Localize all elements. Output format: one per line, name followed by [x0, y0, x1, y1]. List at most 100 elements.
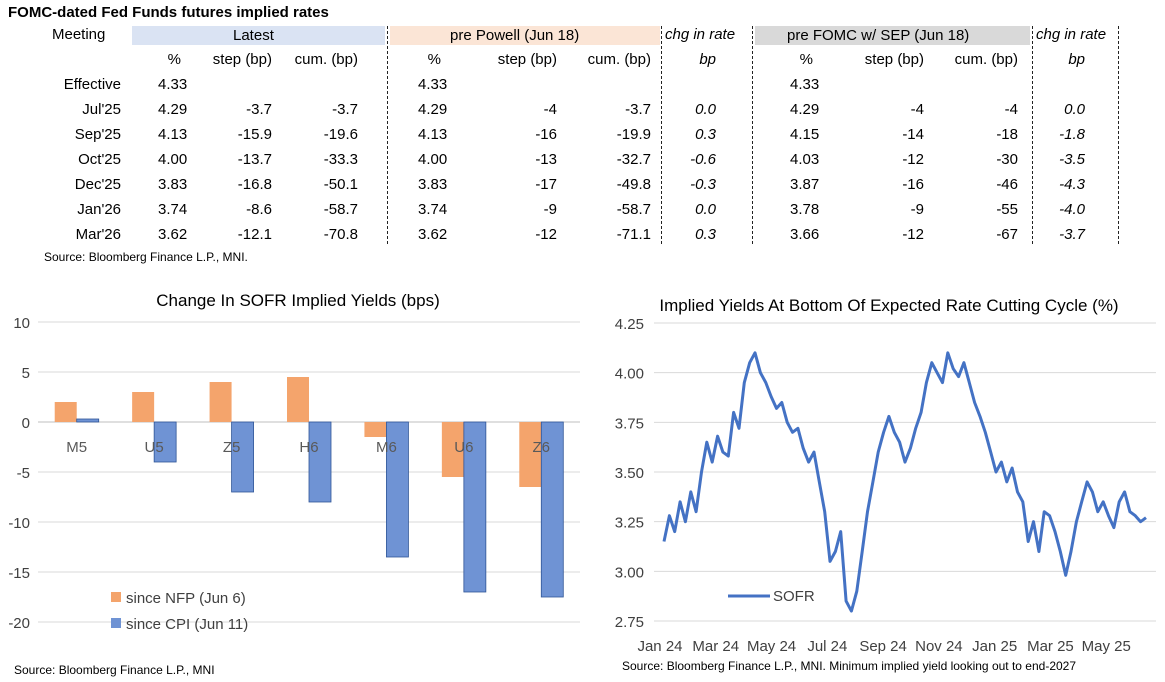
legend-label: SOFR — [773, 588, 815, 605]
x-tick-label: Jan 25 — [972, 638, 1017, 655]
table-cell: -0.3 — [690, 176, 716, 193]
row-meeting: Oct'25 — [78, 151, 121, 168]
table-cell: -4 — [1004, 101, 1018, 118]
table-cell: -46 — [996, 176, 1018, 193]
header-meeting: Meeting — [52, 26, 106, 43]
row-meeting: Jan'26 — [77, 201, 121, 218]
header-chg-in-rate: chg in rate — [665, 26, 736, 43]
table-cell: -49.8 — [616, 176, 651, 193]
table-cell: -13.7 — [237, 151, 272, 168]
table-cell: -55 — [996, 201, 1018, 218]
table-cell: -4.3 — [1059, 176, 1085, 193]
bar-chart: Change In SOFR Implied Yields (bps) 10 5 0… — [8, 291, 580, 677]
table-cell: -19.6 — [323, 126, 358, 143]
bar-chart-title: Change In SOFR Implied Yields (bps) — [156, 291, 439, 310]
subheader: % — [427, 51, 441, 68]
band-latest — [132, 26, 385, 45]
y-tick-label: 5 — [22, 365, 30, 382]
table-cell: 4.00 — [418, 151, 448, 168]
table-cell: 3.62 — [418, 226, 448, 243]
divider — [1118, 26, 1119, 244]
band-pre-fomc — [755, 26, 1030, 45]
table-cell: -3.7 — [1059, 226, 1085, 243]
bar-U5-series-1 — [153, 421, 177, 463]
bar-H6-series-1 — [308, 421, 332, 503]
subheader: % — [167, 51, 181, 68]
y-tick-label: 0 — [22, 415, 30, 432]
table-cell: -4 — [543, 101, 557, 118]
table-cell: -50.1 — [323, 176, 358, 193]
table-cell: 4.15 — [790, 126, 820, 143]
subheader: step (bp) — [497, 51, 557, 68]
table-cell: 3.87 — [790, 176, 820, 193]
table-cell: 4.00 — [158, 151, 188, 168]
table-cell: -12.1 — [237, 226, 272, 243]
table-cell: 3.74 — [418, 201, 448, 218]
y-tick-label: 3.75 — [615, 415, 644, 432]
x-tick-label: Mar 24 — [692, 638, 739, 655]
table-source: Source: Bloomberg Finance L.P., MNI. — [44, 250, 248, 264]
table-cell: 4.29 — [790, 101, 820, 118]
y-tick-label: 2.75 — [615, 614, 644, 631]
bar-Z6-series-1 — [540, 421, 564, 598]
table-cell: -67 — [996, 226, 1018, 243]
header-chg-in-rate: chg in rate — [1036, 26, 1107, 43]
table-cell: -3.7 — [246, 101, 272, 118]
divider — [661, 26, 662, 244]
table-cell: -14 — [902, 126, 924, 143]
x-tick-label: Z6 — [533, 439, 551, 456]
table-cell: 3.78 — [790, 201, 820, 218]
table-cell: -16.8 — [237, 176, 272, 193]
table-cell: -3.7 — [332, 101, 358, 118]
bar-M6-series-0 — [364, 422, 387, 437]
row-meeting: Dec'25 — [74, 176, 121, 193]
table-cell: -32.7 — [616, 151, 651, 168]
bar-H6-series-0 — [287, 377, 309, 422]
table-cell: -17 — [535, 176, 557, 193]
bar-U6-series-0 — [441, 422, 464, 477]
table-cell: -9 — [910, 201, 924, 218]
subheader: cum. (bp) — [294, 51, 358, 68]
x-tick-label: U5 — [145, 439, 164, 456]
legend-swatch — [111, 618, 121, 628]
table-cell: 4.03 — [790, 151, 820, 168]
x-tick-label: Jan 24 — [637, 638, 682, 655]
table-cell: -12 — [902, 151, 924, 168]
table-cell: -13 — [535, 151, 557, 168]
table-cell: -16 — [902, 176, 924, 193]
table-cell: 4.13 — [418, 126, 448, 143]
sofr-series-line — [662, 351, 1147, 613]
line-chart-title: Implied Yields At Bottom Of Expected Rat… — [659, 296, 1118, 315]
y-tick-label: -10 — [8, 515, 30, 532]
table-cell: 0.0 — [695, 201, 716, 218]
table-cell: 3.62 — [158, 226, 188, 243]
x-tick-label: Sep 24 — [859, 638, 907, 655]
table-cell: 4.33 — [790, 76, 820, 93]
subheader: bp — [1068, 51, 1085, 68]
table-cell: 3.83 — [418, 176, 448, 193]
table-cell: 0.0 — [695, 101, 716, 118]
header-pre-fomc: pre FOMC w/ SEP (Jun 18) — [787, 27, 970, 44]
table-cell: 4.29 — [418, 101, 448, 118]
table-cell: 4.29 — [158, 101, 188, 118]
bar-Z5-series-1 — [231, 421, 254, 493]
x-tick-label: Z5 — [223, 439, 241, 456]
y-tick-label: 3.25 — [615, 515, 644, 532]
x-tick-label: Mar 25 — [1027, 638, 1074, 655]
table-cell: 4.33 — [418, 76, 448, 93]
y-tick-label: 3.00 — [615, 564, 644, 581]
table-cell: -1.8 — [1059, 126, 1085, 143]
legend-label: since CPI (Jun 11) — [126, 616, 248, 633]
x-tick-label: M5 — [66, 439, 87, 456]
y-tick-label: -15 — [8, 565, 30, 582]
bar-U5-series-0 — [132, 392, 155, 422]
table-cell: -8.6 — [246, 201, 272, 218]
x-tick-label: Jul 24 — [807, 638, 847, 655]
y-tick-label: 4.25 — [615, 316, 644, 333]
bar-M6-series-1 — [386, 421, 409, 558]
subheader: step (bp) — [212, 51, 272, 68]
y-tick-label: 10 — [13, 315, 30, 332]
table-cell: -18 — [996, 126, 1018, 143]
row-meeting: Sep'25 — [74, 126, 121, 143]
header-latest: Latest — [233, 27, 274, 44]
